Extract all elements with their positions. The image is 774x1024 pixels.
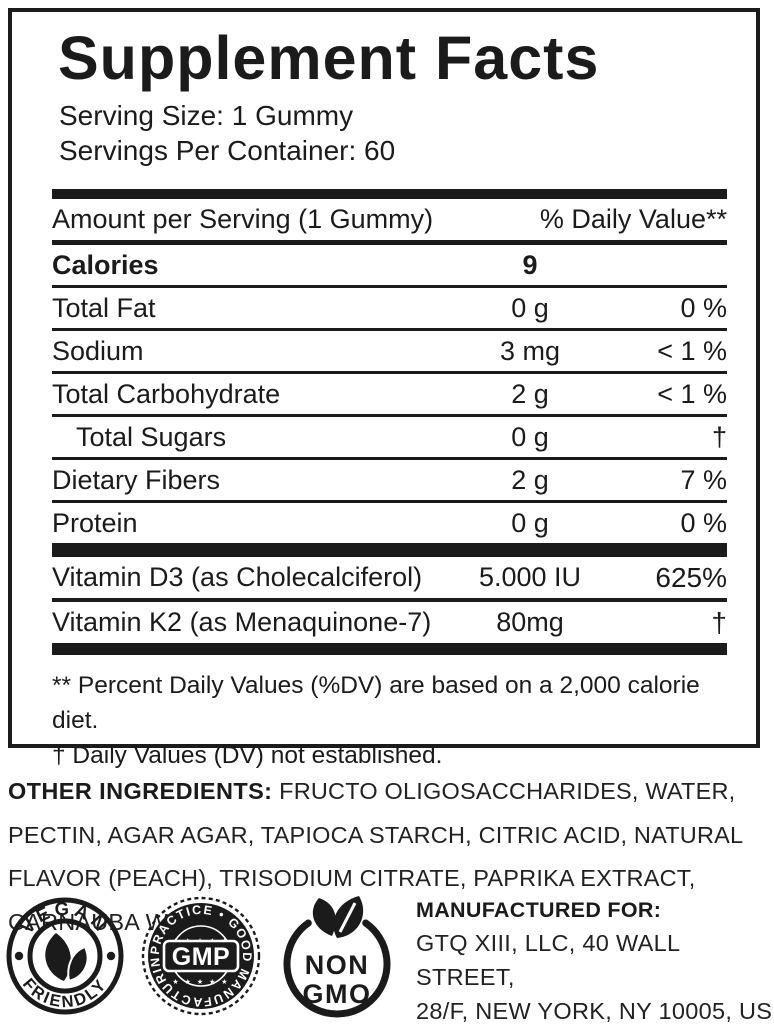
leaf-icon <box>312 896 364 938</box>
manufacturer-label: MANUFACTURED FOR: <box>416 898 662 922</box>
divider-medium <box>52 240 727 245</box>
serving-size: Serving Size: 1 Gummy <box>59 100 354 131</box>
certification-badges: VEGAN FRIENDLY PRACTICE • GOOD MANU <box>4 884 398 1020</box>
nutrient-amount: 9 <box>522 249 538 280</box>
nutrient-name: Total Fat <box>52 292 156 323</box>
nutrient-amount: 0 g <box>511 421 549 452</box>
other-ingredients-label: OTHER INGREDIENTS: <box>8 778 273 804</box>
gmp-center-text: GMP <box>172 943 230 971</box>
nutrient-name: Total Carbohydrate <box>52 378 281 409</box>
vitamin-amount: 80mg <box>496 607 564 637</box>
footnote-daily-value: ** Percent Daily Values (%DV) are based … <box>52 672 700 734</box>
table-row: Total Fat 0 g 0 % <box>52 288 727 331</box>
nutrient-dv: 7 % <box>680 464 727 495</box>
header-daily-value: % Daily Value** <box>539 204 727 234</box>
divider-thick-middle <box>52 546 727 557</box>
svg-text:FRIENDLY: FRIENDLY <box>19 975 111 1011</box>
vitamin-name: Vitamin D3 (as Cholecalciferol) <box>52 562 423 592</box>
gmp-badge-icon: PRACTICE • GOOD MANUFACTURING ★ ★ ★ ★ ★ … <box>140 884 261 1016</box>
footnotes: ** Percent Daily Values (%DV) are based … <box>52 668 727 773</box>
non-gmo-badge-icon: NON GMO <box>283 896 391 1018</box>
vegan-friendly-badge-icon: VEGAN FRIENDLY <box>6 897 124 1015</box>
nutrient-name: Calories <box>52 249 159 280</box>
nutrient-amount: 0 g <box>511 292 549 323</box>
servings-per-container: Servings Per Container: 60 <box>59 135 396 166</box>
divider-thick-top <box>52 189 727 199</box>
divider-row <box>52 598 727 602</box>
leaf-icon <box>45 933 89 983</box>
nutrient-dv: < 1 % <box>657 378 727 409</box>
gmp-stars-bottom: ★ ★ ★ ★ ★ <box>172 978 229 986</box>
bottom-section: VEGAN FRIENDLY PRACTICE • GOOD MANU <box>4 884 774 1024</box>
table-row: Protein 0 g 0 % <box>52 503 727 546</box>
vitamin-name: Vitamin K2 (as Menaquinone-7) <box>52 607 432 637</box>
table-row: Vitamin K2 (as Menaquinone-7) 80mg † <box>52 602 727 643</box>
nutrient-dv: < 1 % <box>657 335 727 366</box>
table-row: Sodium 3 mg < 1 % <box>52 331 727 374</box>
table-row: Calories 9 <box>52 245 727 288</box>
nutrient-amount: 0 g <box>511 507 549 538</box>
vitamin-dv: † <box>711 606 727 638</box>
supplement-facts-panel: Supplement Facts Serving Size: 1 Gummy S… <box>8 8 760 769</box>
nutrient-name: Total Sugars <box>76 421 227 452</box>
vegan-badge-top-text: VEGAN <box>16 898 110 938</box>
manufacturer-block: MANUFACTURED FOR: GTQ XIII, LLC, 40 WALL… <box>416 884 774 1024</box>
nutrient-dv: 0 % <box>680 507 727 538</box>
nutrient-dv: 0 % <box>680 292 727 323</box>
nutrient-amount: 3 mg <box>499 335 561 366</box>
vitamin-amount: 5.000 IU <box>478 562 582 592</box>
manufacturer-address-line1: GTQ XIII, LLC, 40 WALL STREET, <box>416 930 680 990</box>
manufacturer-address-line2: 28/F, NEW YORK, NY 10005, US <box>416 998 773 1024</box>
footnote-dagger: † Daily Values (DV) not established. <box>52 742 443 769</box>
nutrient-name: Protein <box>52 507 138 538</box>
nutrient-name: Sodium <box>52 335 144 366</box>
table-header-row: Amount per Serving (1 Gummy) % Daily Val… <box>52 199 727 240</box>
table-row: Total Carbohydrate 2 g < 1 % <box>52 374 727 417</box>
nutrient-dv: † <box>711 421 727 452</box>
nutrient-amount: 2 g <box>511 464 549 495</box>
nutrient-name: Dietary Fibers <box>52 464 221 495</box>
svg-text:VEGAN: VEGAN <box>16 898 114 938</box>
table-row: Vitamin D3 (as Cholecalciferol) 5.000 IU… <box>52 557 727 598</box>
nutrient-amount: 2 g <box>511 378 549 409</box>
non-gmo-line1: NON <box>305 950 370 980</box>
header-amount: Amount per Serving (1 Gummy) <box>52 204 434 234</box>
table-row: Total Sugars 0 g † <box>52 417 727 460</box>
vegan-badge-bottom-text: FRIENDLY <box>19 975 109 1011</box>
table-row: Dietary Fibers 2 g 7 % <box>52 460 727 503</box>
panel-title: Supplement Facts <box>58 24 600 92</box>
vitamin-dv: 625% <box>655 561 727 593</box>
divider-thick-bottom <box>52 643 727 655</box>
non-gmo-line2: GMO <box>303 979 372 1009</box>
